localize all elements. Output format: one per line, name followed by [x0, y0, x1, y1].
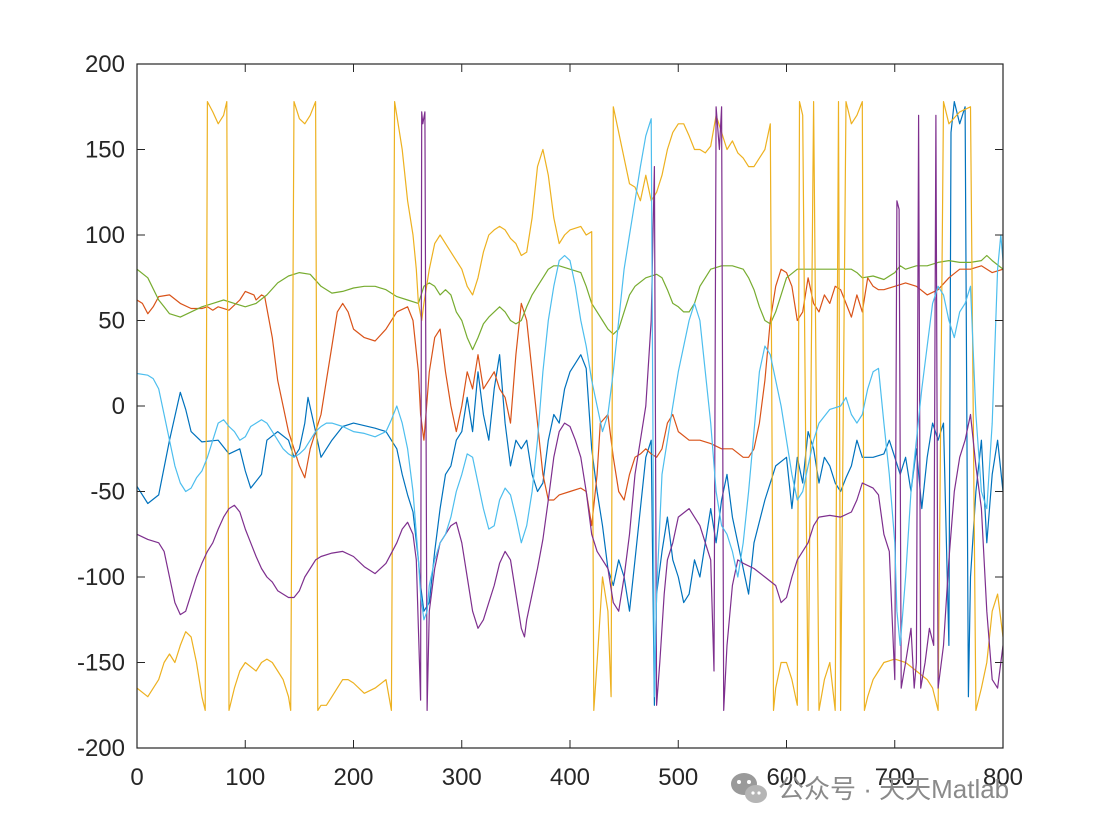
x-tick-label: 0 [130, 764, 143, 791]
y-tick-label: -100 [77, 564, 125, 591]
watermark: 公众号 · 天天Matlab [731, 773, 1009, 804]
y-tick-label: -200 [77, 735, 125, 762]
series-line-series-1 [137, 101, 1003, 706]
x-tick-label: 500 [658, 764, 698, 791]
y-tick-label: 150 [85, 137, 125, 164]
series-layer [137, 101, 1003, 711]
tick-layer: 0 100 200 300 400 500 600 700 800-200-150-100-50… [77, 51, 1023, 791]
x-tick-label: 300 [442, 764, 482, 791]
y-tick-label: 50 [98, 308, 125, 335]
y-tick-label: 100 [85, 222, 125, 249]
wechat-icon [731, 773, 767, 803]
x-tick-label: 700 [875, 764, 915, 791]
series-line-series-3 [137, 254, 1003, 351]
y-tick-label: 0 [112, 393, 125, 420]
y-tick-label: -150 [77, 650, 125, 677]
series-line-series-5 [137, 106, 1003, 711]
x-tick-label: 200 [333, 764, 373, 791]
x-tick-label: 100 [225, 764, 265, 791]
x-tick-label: 800 [983, 764, 1023, 791]
series-line-series-2 [137, 265, 1003, 527]
watermark-text: 公众号 · 天天Matlab [778, 774, 1009, 804]
x-tick-label: 600 [766, 764, 806, 791]
y-tick-label: 200 [85, 51, 125, 78]
x-tick-label: 400 [550, 764, 590, 791]
y-tick-label: -50 [90, 479, 125, 506]
series-line-series-6 [137, 118, 1003, 698]
series-line-series-4 [137, 101, 1003, 711]
plot-area [137, 64, 1003, 748]
